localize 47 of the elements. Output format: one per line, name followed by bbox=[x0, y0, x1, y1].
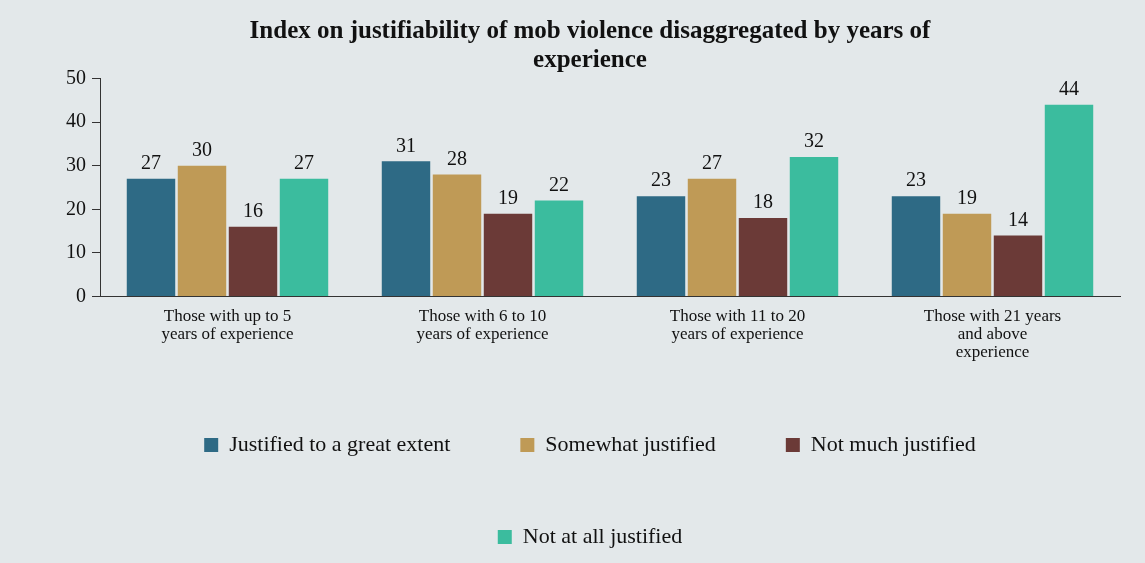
bar bbox=[942, 213, 992, 296]
bar bbox=[738, 217, 788, 296]
x-tick-label: Those with 11 to 20 years of experience bbox=[669, 305, 806, 343]
y-tick-label: 20 bbox=[66, 196, 86, 219]
data-label: 23 bbox=[906, 168, 926, 191]
data-label: 27 bbox=[702, 151, 722, 174]
legend-label: Not much justified bbox=[810, 430, 976, 456]
bar bbox=[228, 226, 278, 296]
data-label: 44 bbox=[1059, 76, 1079, 99]
bar bbox=[534, 200, 584, 296]
bar bbox=[177, 165, 227, 296]
data-label: 22 bbox=[549, 172, 569, 195]
x-tick-label: Those with 21 years and above experience bbox=[923, 305, 1062, 361]
bar bbox=[483, 213, 533, 296]
bar bbox=[687, 178, 737, 296]
legend-label: Justified to a great extent bbox=[229, 430, 451, 456]
y-tick-label: 30 bbox=[66, 152, 86, 175]
bar bbox=[432, 174, 482, 296]
data-label: 23 bbox=[651, 168, 671, 191]
legend-label: Not at all justified bbox=[522, 522, 683, 548]
data-label: 32 bbox=[804, 129, 824, 152]
bar bbox=[1044, 104, 1094, 296]
bar bbox=[381, 161, 431, 296]
data-label: 30 bbox=[192, 137, 212, 160]
data-label: 27 bbox=[141, 151, 161, 174]
y-tick-label: 40 bbox=[66, 109, 86, 132]
bar bbox=[789, 156, 839, 296]
data-label: 16 bbox=[243, 198, 263, 221]
data-label: 28 bbox=[447, 146, 467, 169]
bar bbox=[126, 178, 176, 296]
data-label: 27 bbox=[294, 151, 314, 174]
data-label: 19 bbox=[498, 185, 518, 208]
bar bbox=[279, 178, 329, 296]
bar bbox=[891, 196, 941, 296]
data-label: 19 bbox=[957, 185, 977, 208]
y-tick-label: 10 bbox=[66, 240, 86, 263]
y-tick-label: 50 bbox=[66, 65, 86, 88]
data-label: 14 bbox=[1008, 207, 1028, 230]
data-label: 18 bbox=[753, 190, 773, 213]
chart-title: Index on justifiability of mob violence disaggregated by years of experience bbox=[249, 15, 932, 72]
x-tick-label: Those with up to 5 years of experience bbox=[161, 305, 294, 343]
bar bbox=[636, 196, 686, 296]
x-tick-label: Those with 6 to 10 years of experience bbox=[416, 305, 549, 343]
bar bbox=[993, 235, 1043, 296]
legend-label: Somewhat justified bbox=[545, 430, 716, 456]
y-tick-label: 0 bbox=[76, 283, 86, 306]
data-label: 31 bbox=[396, 133, 416, 156]
